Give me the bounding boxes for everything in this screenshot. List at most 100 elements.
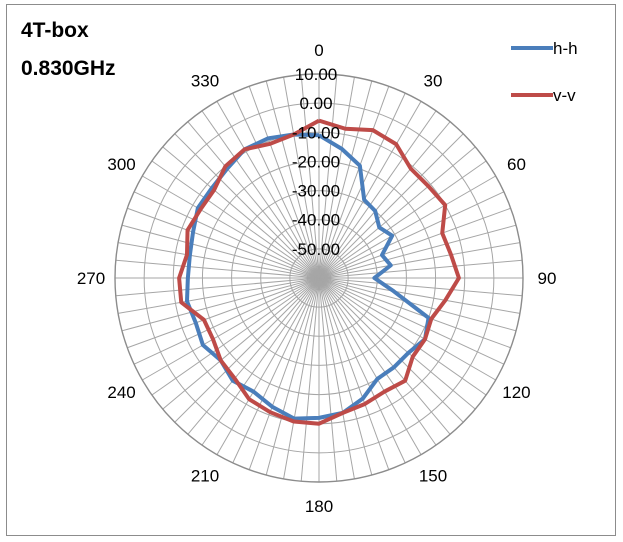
spoke-35 (318, 110, 437, 279)
series-line-h-h (184, 132, 431, 421)
spoke-15 (318, 80, 373, 279)
spoke-165 (318, 277, 373, 476)
spoke-50 (318, 146, 476, 279)
spoke-335 (232, 92, 320, 279)
spoke-40 (318, 121, 451, 279)
chart-frame: 4T-box 0.830GHz 10.00 0.00 -10.00 -20.00 -30… (6, 4, 616, 536)
spoke-245 (133, 277, 320, 365)
angular-grid (115, 74, 523, 482)
spoke-170 (318, 277, 355, 479)
spoke-135 (318, 277, 464, 423)
spoke-10 (318, 77, 355, 279)
spoke-5 (318, 74, 338, 279)
radial-tick-label: -10.00 (292, 123, 340, 142)
spoke-235 (151, 277, 320, 396)
legend-label-v-v: v-v (553, 86, 576, 105)
spoke-330 (216, 101, 320, 279)
spoke-290 (127, 207, 320, 279)
spoke-190 (283, 277, 320, 479)
spoke-145 (318, 277, 437, 446)
spoke-320 (187, 121, 320, 279)
spoke-140 (318, 277, 451, 435)
spoke-60 (318, 175, 496, 279)
ring--20 (201, 160, 437, 396)
spoke-275 (115, 259, 320, 279)
spoke-310 (162, 146, 320, 279)
spoke-225 (174, 277, 320, 423)
radial-tick-label: -40.00 (292, 211, 340, 230)
series-line-v-v (177, 118, 461, 426)
ring-10 (114, 73, 524, 483)
spoke-195 (265, 277, 320, 476)
spoke-215 (201, 277, 320, 446)
spoke-100 (318, 277, 520, 314)
spoke-250 (127, 277, 320, 349)
legend: h-h v-v (511, 39, 578, 105)
angle-label: 60 (507, 155, 526, 174)
chart-title-line-1: 4T-box (21, 19, 89, 42)
spoke-115 (318, 277, 505, 365)
spoke-45 (318, 133, 464, 279)
spoke-305 (151, 160, 320, 279)
spoke-125 (318, 277, 487, 396)
angle-label: 150 (419, 466, 447, 485)
spoke-355 (300, 74, 320, 279)
spoke-160 (318, 277, 390, 470)
spoke-20 (318, 86, 390, 279)
spoke-175 (318, 277, 338, 482)
polar-chart: 10.000.00-10.00-20.00-30.00-40.00-50.00 … (77, 39, 578, 516)
spoke-150 (318, 277, 422, 455)
angle-label: 210 (191, 466, 219, 485)
spoke-185 (300, 277, 320, 482)
spoke-80 (318, 242, 520, 279)
angle-label: 300 (107, 155, 135, 174)
spoke-95 (318, 277, 523, 297)
angle-label: 240 (107, 383, 135, 402)
angular-labels: 0 30 60 90 120 150 180 210 240 270 300 330 (77, 41, 557, 516)
spoke-240 (142, 277, 320, 381)
radial-tick-label: 0.00 (299, 94, 332, 113)
radial-tick-label: 10.00 (295, 65, 338, 84)
angle-label: 270 (77, 269, 105, 288)
spoke-210 (216, 277, 320, 455)
spoke-325 (201, 110, 320, 279)
spoke-300 (142, 175, 320, 279)
spoke-155 (318, 277, 406, 464)
spoke-105 (318, 277, 517, 332)
radial-tick-label: -30.00 (292, 182, 340, 201)
angle-label: 90 (538, 269, 557, 288)
spoke-205 (232, 277, 320, 464)
spoke-350 (283, 77, 320, 279)
spoke-30 (318, 101, 422, 279)
spoke-65 (318, 191, 505, 279)
ring--50 (289, 248, 349, 308)
spoke-265 (115, 277, 320, 297)
spoke-340 (248, 86, 320, 279)
spoke-220 (187, 277, 320, 435)
spoke-70 (318, 207, 511, 279)
radial-tick-label: -50.00 (292, 240, 340, 259)
spoke-280 (118, 242, 320, 279)
spoke-315 (174, 133, 320, 279)
spoke-255 (121, 277, 320, 332)
angle-label: 30 (424, 72, 443, 91)
angle-label: 0 (314, 41, 323, 60)
spoke-55 (318, 160, 487, 279)
spoke-230 (162, 277, 320, 410)
spoke-200 (248, 277, 320, 470)
legend-label-h-h: h-h (553, 39, 578, 58)
spoke-295 (133, 191, 320, 279)
spoke-285 (121, 224, 320, 279)
ring-0 (143, 102, 495, 454)
ring--30 (231, 190, 407, 366)
angle-label: 330 (191, 72, 219, 91)
spoke-345 (265, 80, 320, 279)
chart-title-line-2: 0.830GHz (21, 57, 116, 80)
spoke-260 (118, 277, 320, 314)
spoke-110 (318, 277, 511, 349)
spoke-120 (318, 277, 496, 381)
radial-tick-label: -20.00 (292, 152, 340, 171)
series-lines (177, 118, 461, 426)
spoke-130 (318, 277, 476, 410)
spoke-75 (318, 224, 517, 279)
